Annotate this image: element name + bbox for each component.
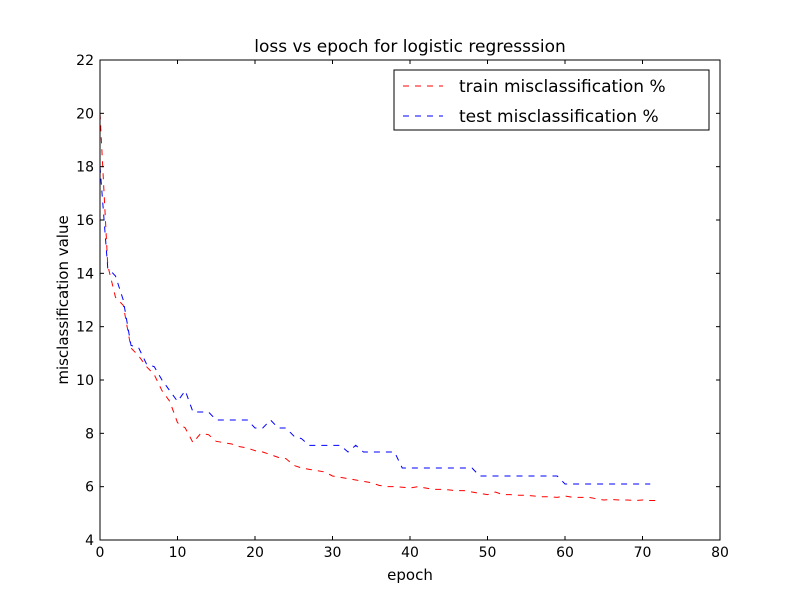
- x-tick-label: 30: [324, 545, 342, 561]
- x-tick-label: 50: [479, 545, 497, 561]
- y-tick-label: 14: [76, 266, 94, 282]
- y-axis-label: misclassification value: [54, 215, 72, 384]
- series-line-train: [99, 113, 658, 502]
- x-tick-label: 0: [96, 545, 105, 561]
- x-tick-label: 10: [169, 545, 187, 561]
- y-tick-label: 22: [76, 53, 94, 69]
- y-tick-label: 4: [85, 533, 94, 549]
- legend-box: [393, 69, 710, 131]
- x-tick-label: 20: [246, 545, 264, 561]
- x-tick-label: 70: [634, 545, 652, 561]
- x-tick-label: 60: [556, 545, 574, 561]
- plot-area: [100, 60, 720, 540]
- tick-layer: 0 10 20 30 40 50 60 70 80 4 6 8 10 12 14 16 18 20 22: [76, 53, 729, 561]
- x-tick-label: 40: [401, 545, 419, 561]
- y-tick-label: 6: [85, 480, 94, 496]
- y-tick-label: 16: [76, 213, 94, 229]
- x-tick-label: 80: [711, 545, 729, 561]
- series-layer: [99, 113, 658, 502]
- legend-label-train: train misclassification %: [459, 77, 666, 97]
- chart-title: loss vs epoch for logistic regresssion: [254, 37, 566, 57]
- y-tick-label: 20: [76, 106, 94, 122]
- y-tick-label: 12: [76, 320, 94, 336]
- y-tick-label: 8: [85, 426, 94, 442]
- y-tick-label: 10: [76, 373, 94, 389]
- plot-frame: [99, 59, 721, 541]
- y-tick-label: 18: [76, 160, 94, 176]
- series-line-test: [99, 166, 651, 485]
- x-axis-label: epoch: [387, 566, 433, 584]
- legend-label-test: test misclassification %: [459, 107, 659, 127]
- legend: train misclassification % test misclassi…: [393, 69, 710, 131]
